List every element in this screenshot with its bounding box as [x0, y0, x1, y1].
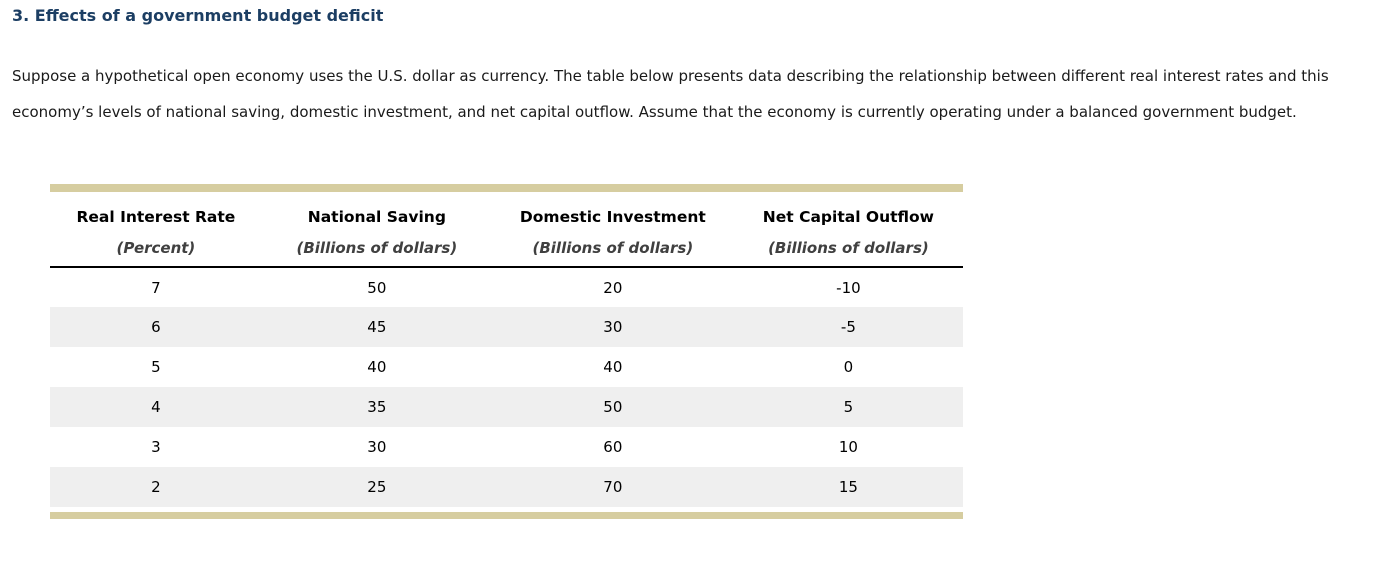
table-cell: 6	[151, 318, 161, 337]
table-cell: 40	[603, 358, 623, 377]
header-row: Real Interest Rate (Percent) National Sa…	[50, 192, 963, 269]
column-header-domestic-investment: Domestic Investment (Billions of dollars…	[491, 192, 734, 269]
table-bottom-spacer	[50, 507, 963, 513]
column-subtitle: (Percent)	[116, 239, 196, 258]
table-cell: 2	[151, 478, 161, 497]
column-title: Domestic Investment	[519, 208, 706, 227]
table-cell: 20	[603, 278, 623, 297]
table-cell: 35	[367, 398, 387, 417]
table-cell: 40	[367, 358, 387, 377]
column-title: Real Interest Rate	[76, 208, 236, 227]
table-bottom-accent-bar	[50, 512, 963, 520]
table-cell: 45	[367, 318, 387, 337]
table-header: Real Interest Rate (Percent) National Sa…	[50, 192, 963, 269]
intro-paragraph: Suppose a hypothetical open economy uses…	[12, 67, 1329, 122]
table-cell: 0	[843, 358, 854, 377]
table-cell: -10	[836, 278, 861, 297]
table-cell: 30	[603, 318, 623, 337]
table-cell: 50	[367, 278, 387, 297]
table-row: 4 35 50 5	[50, 387, 963, 428]
table-row: 3 30 60 10	[50, 427, 963, 467]
column-header-net-capital-outflow: Net Capital Outflow (Billions of dollars…	[733, 192, 963, 269]
table-row: 6 45 30 -5	[50, 307, 963, 348]
column-subtitle: (Billions of dollars)	[296, 239, 458, 258]
column-header-real-interest-rate: Real Interest Rate (Percent)	[50, 192, 262, 269]
table-cell: 5	[843, 398, 854, 417]
table-cell: 30	[367, 438, 387, 457]
table-cell: 25	[367, 478, 387, 497]
table-cell: 7	[151, 278, 161, 297]
table-cell: 10	[838, 438, 858, 457]
column-header-national-saving: National Saving (Billions of dollars)	[261, 192, 492, 269]
table-top-accent-bar	[50, 184, 963, 193]
table-body: 7 50 20 -10 6 45 30 -5 5 40 40 0 4 35 50	[50, 267, 963, 508]
table-cell: 5	[151, 358, 161, 377]
column-subtitle: (Billions of dollars)	[768, 239, 929, 258]
column-title: Net Capital Outflow	[762, 208, 934, 227]
table-cell: 50	[603, 398, 623, 417]
column-title: National Saving	[307, 208, 446, 227]
table-cell: 4	[151, 398, 161, 417]
data-table: Real Interest Rate (Percent) National Sa…	[50, 192, 963, 508]
data-table-container: Real Interest Rate (Percent) National Sa…	[50, 184, 963, 520]
column-subtitle: (Billions of dollars)	[532, 239, 694, 258]
table-row: 5 40 40 0	[50, 347, 963, 387]
table-cell: 60	[603, 438, 623, 457]
table-cell: 70	[603, 478, 623, 497]
table-cell: -5	[840, 318, 856, 337]
table-row: 2 25 70 15	[50, 467, 963, 508]
table-cell: 3	[151, 438, 161, 457]
table-row: 7 50 20 -10	[50, 267, 963, 307]
page-title: 3. Effects of a government budget defici…	[12, 6, 384, 25]
table-cell: 15	[838, 478, 858, 497]
